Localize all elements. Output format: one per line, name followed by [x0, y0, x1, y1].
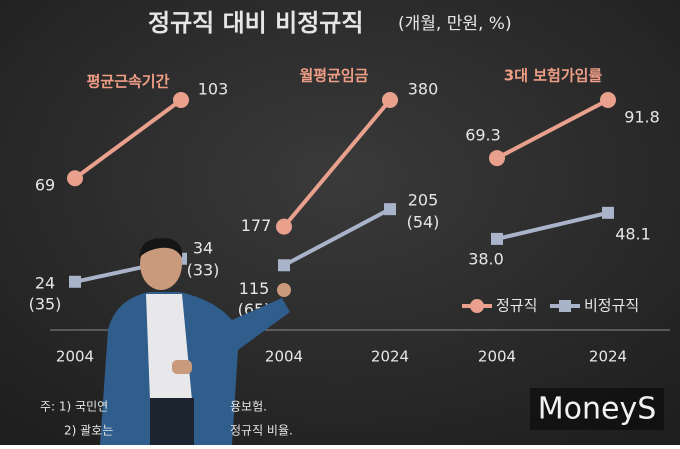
series-line — [282, 98, 392, 228]
legend-marker — [470, 299, 484, 313]
point — [489, 150, 505, 167]
unit-note: (개월, 만원, %) — [398, 14, 512, 34]
point — [602, 206, 614, 219]
x-tick-label: 2004 — [56, 348, 94, 366]
legend-marker — [559, 300, 571, 312]
data-label: 69 — [35, 176, 55, 195]
point — [491, 232, 503, 245]
legend-label: 비정규직 — [584, 297, 639, 315]
data-label: 24 — [35, 273, 55, 292]
series-line — [283, 207, 391, 268]
data-label: 177 — [241, 216, 272, 235]
x-tick-label: 2024 — [371, 348, 409, 366]
series-line — [73, 98, 183, 180]
watermark-box — [530, 388, 664, 430]
data-label: 34 — [193, 238, 213, 257]
point — [173, 92, 189, 108]
point — [276, 218, 292, 235]
data-label: 115 — [239, 279, 270, 298]
footnote: 주: 1) 국민연 — [40, 400, 108, 414]
ratio-label: (54) — [407, 213, 440, 232]
x-tick-label: 2024 — [589, 348, 627, 366]
x-tick-label: 2004 — [478, 348, 516, 366]
slide-title: 정규직 대비 비정규직 — [148, 9, 363, 37]
point — [67, 170, 83, 187]
watermark: MoneyS — [538, 392, 657, 427]
ratio-label: (35) — [29, 294, 62, 313]
x-tick-label: 2004 — [265, 348, 303, 366]
ratio-label: (33) — [187, 260, 220, 279]
footnote: 용보험. — [230, 400, 267, 414]
point — [278, 259, 290, 272]
series-line — [496, 210, 609, 241]
data-label: 48.1 — [615, 224, 651, 243]
data-label: 380 — [408, 80, 439, 99]
data-label: 205 — [408, 191, 439, 210]
point — [382, 92, 398, 108]
panel-title: 평균근속기간 — [87, 73, 170, 91]
point — [600, 92, 616, 108]
data-label: 38.0 — [468, 249, 504, 268]
panel-title: 3대 보험가입률 — [504, 67, 603, 85]
footnote: 정규직 비율. — [230, 424, 293, 438]
series-line — [496, 98, 609, 160]
presenter — [100, 238, 291, 445]
legend-label: 정규직 — [496, 297, 537, 315]
data-label: 69.3 — [465, 126, 501, 145]
data-label: 103 — [198, 80, 229, 99]
footnote: 2) 괄호는 — [64, 424, 113, 438]
point — [69, 275, 81, 288]
panel-title: 월평균임금 — [299, 67, 368, 85]
data-label: 91.8 — [624, 108, 660, 127]
point — [384, 203, 396, 216]
